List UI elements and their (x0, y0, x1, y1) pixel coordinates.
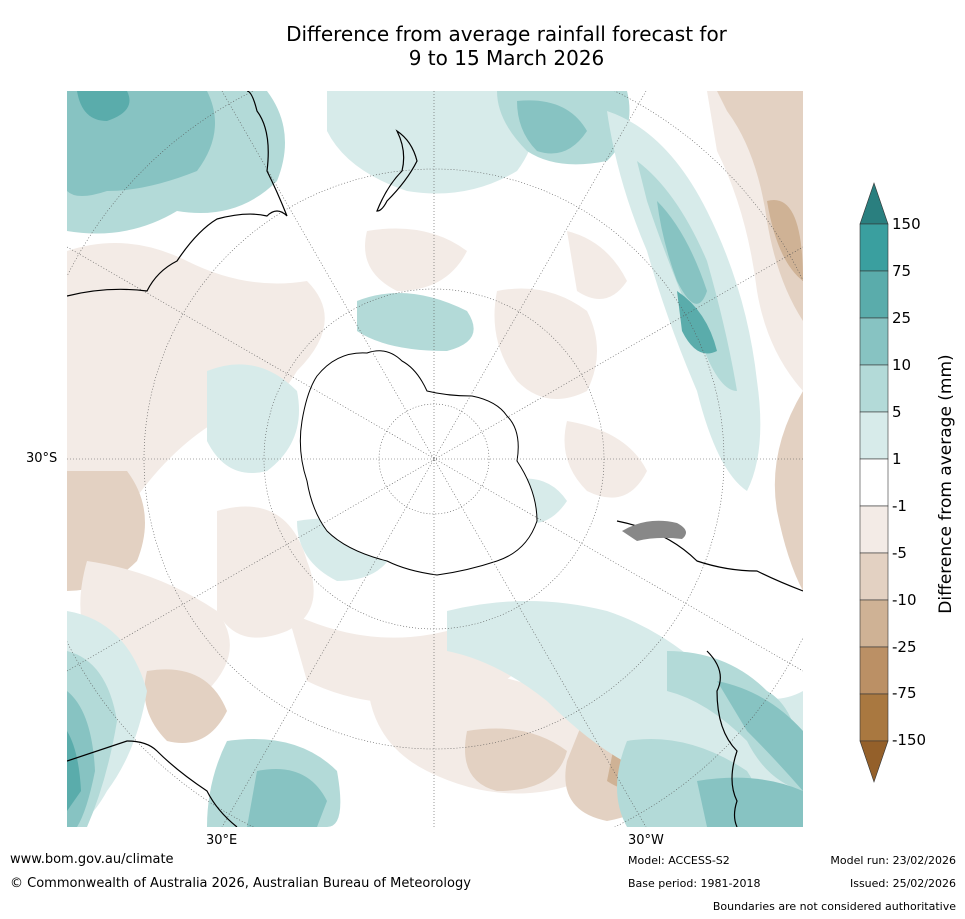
colorbar-label: 25 (892, 309, 912, 327)
colorbar-segment-m1-1 (859, 458, 889, 507)
footer-issued: Issued: 25/02/2026 (849, 877, 956, 890)
axis-label-bottom-left: 30°E (206, 833, 238, 848)
antarctica-outline (299, 350, 538, 576)
colorbar-label: -10 (892, 591, 917, 609)
graticule (67, 91, 803, 827)
colorbar-segment-m10-m5 (859, 552, 889, 601)
axis-label-left: 30°S (26, 451, 58, 466)
footer-copyright: © Commonwealth of Australia 2026, Austra… (10, 876, 471, 891)
colorbar-svg (859, 182, 889, 783)
colorbar-label: 10 (892, 356, 912, 374)
colorbar-segment-m150-m75 (859, 693, 889, 742)
colorbar-label: -150 (892, 731, 927, 749)
colorbar-segment-5-10 (859, 364, 889, 413)
colorbar-label: 75 (892, 262, 912, 280)
colorbar-label: 1 (892, 450, 902, 468)
footer-base-period: Base period: 1981-2018 (628, 877, 761, 890)
axis-label-bottom-right: 30°W (628, 833, 664, 848)
map-title: Difference from average rainfall forecas… (0, 22, 965, 70)
south-america-coast (706, 650, 738, 827)
footer-website: www.bom.gov.au/climate (10, 852, 174, 867)
new-zealand-coast (376, 129, 418, 212)
footer-model: Model: ACCESS-S2 (628, 854, 730, 867)
rainfall-map (67, 91, 803, 827)
colorbar (850, 180, 960, 785)
africa-coast (67, 740, 238, 827)
colorbar-segment-10-25 (859, 317, 889, 366)
colorbar-segment-25-75 (859, 270, 889, 319)
above-average-regions (67, 91, 803, 827)
colorbar-segment-1-5 (859, 411, 889, 460)
colorbar-lower-extension (859, 740, 889, 783)
colorbar-label: -75 (892, 684, 917, 702)
australia-coast (67, 91, 288, 297)
colorbar-segment-m25-m10 (859, 599, 889, 648)
colorbar-upper-extension (859, 182, 889, 225)
colorbar-title: Difference from average (mm) (936, 354, 956, 614)
andes-shading (622, 520, 686, 541)
footer-model-run: Model run: 23/02/2026 (830, 854, 956, 867)
colorbar-segment-m75-m25 (859, 646, 889, 695)
footer-disclaimer: Boundaries are not considered authoritat… (712, 900, 956, 913)
title-line-1: Difference from average rainfall forecas… (286, 22, 727, 46)
title-line-2: 9 to 15 March 2026 (408, 46, 605, 70)
colorbar-segment-75-150 (859, 223, 889, 272)
below-average-regions (67, 91, 803, 821)
colorbar-label: -1 (892, 497, 907, 515)
colorbar-label: -25 (892, 638, 917, 656)
colorbar-label: 150 (892, 215, 921, 233)
colorbar-label: -5 (892, 544, 907, 562)
colorbar-segment-m5-m1 (859, 505, 889, 554)
colorbar-label: 5 (892, 403, 902, 421)
map-svg (67, 91, 803, 827)
